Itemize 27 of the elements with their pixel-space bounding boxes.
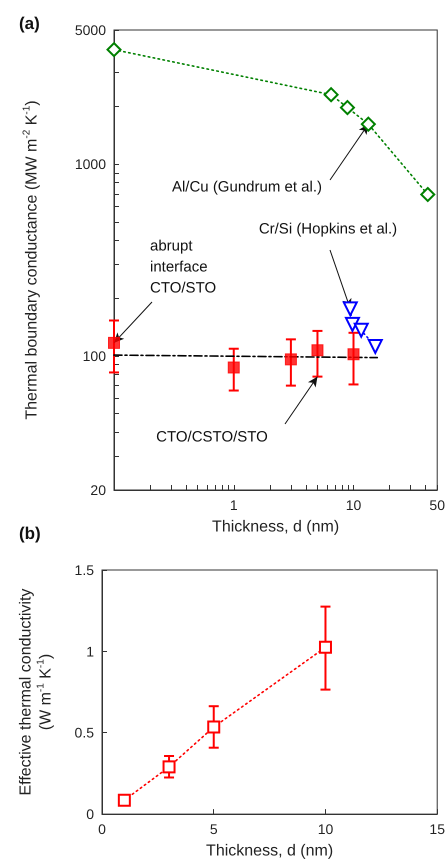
annotation: CTO/CSTO/STO (156, 428, 268, 446)
annotation: Cr/Si (Hopkins et al.) (258, 220, 398, 238)
y-tick-label: 0.5 (74, 724, 94, 741)
annotation: Al/Cu (Gundrum et al.) (172, 178, 322, 196)
x-tick-label: 10 (346, 497, 362, 513)
y-tick-label: 100 (82, 348, 106, 364)
annotation: abrupt interface CTO/STO (150, 238, 216, 296)
y-tick-label: 0 (86, 806, 94, 822)
y-tick-label: 1000 (74, 156, 106, 172)
y-axis-title: Thermal boundary conductance (MW m-2 K-1) (22, 100, 40, 420)
x-tick-label: 1 (230, 497, 238, 513)
x-tick-label: 50 (429, 497, 446, 513)
x-tick-label: 10 (318, 821, 334, 838)
chart-title: (b) (19, 524, 41, 543)
y-tick-label: 20 (90, 482, 106, 498)
x-axis-title: Thickness, d (nm) (212, 518, 340, 536)
point (118, 794, 131, 807)
x-axis-title: Thickness, d (nm) (206, 842, 334, 860)
x-tick-label: 5 (210, 821, 218, 838)
chart-title: (a) (19, 14, 40, 33)
point (207, 720, 220, 734)
y-tick-label: 1 (86, 643, 94, 660)
x-tick-label: 15 (429, 821, 446, 838)
y-tick-label: 1.5 (74, 562, 94, 578)
point (318, 640, 332, 654)
y-tick-label: 5000 (74, 22, 106, 38)
point (162, 760, 176, 774)
